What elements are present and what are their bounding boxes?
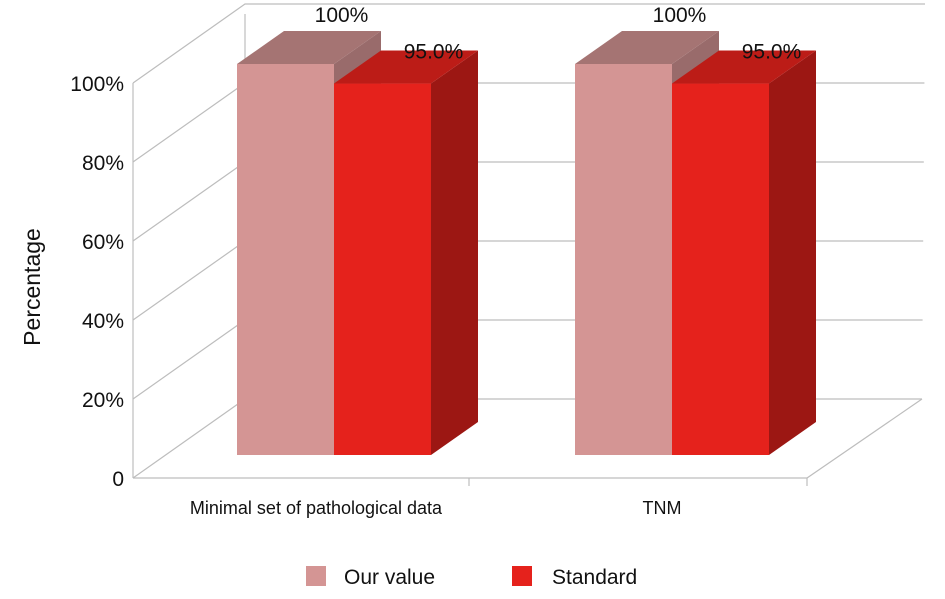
category-label: TNM bbox=[643, 498, 682, 518]
data-label: 100% bbox=[315, 4, 369, 27]
bar-standard bbox=[672, 50, 816, 456]
bar-side bbox=[769, 50, 816, 456]
bar-side bbox=[431, 50, 478, 456]
category-labels: Minimal set of pathological data TNM bbox=[190, 498, 682, 518]
y-tick-label: 60% bbox=[82, 231, 124, 254]
y-axis-title: Percentage bbox=[19, 228, 45, 346]
data-labels-layer: 100% 95.0% 100% 95.0% bbox=[315, 4, 802, 64]
bar-top bbox=[237, 31, 381, 64]
y-axis-ticks: 0 20% 40% 60% 80% 100% bbox=[70, 73, 124, 491]
bar-front bbox=[334, 83, 431, 456]
bar-front bbox=[575, 64, 672, 455]
data-label: 95.0% bbox=[742, 41, 802, 64]
y-tick-label: 40% bbox=[82, 310, 124, 333]
data-label: 95.0% bbox=[404, 41, 464, 64]
legend-label-our-value: Our value bbox=[344, 566, 435, 589]
bar-top bbox=[672, 50, 816, 84]
bar-top bbox=[575, 31, 719, 64]
category-label: Minimal set of pathological data bbox=[190, 498, 443, 518]
y-tick-label: 100% bbox=[70, 73, 124, 96]
bars-layer bbox=[237, 31, 816, 456]
bar-standard bbox=[334, 50, 478, 456]
bar-top bbox=[334, 50, 478, 84]
bar-front bbox=[672, 83, 769, 456]
data-label: 100% bbox=[653, 4, 707, 27]
legend-label-standard: Standard bbox=[552, 566, 637, 589]
legend: Our value Standard bbox=[306, 566, 637, 589]
y-tick-label: 20% bbox=[82, 389, 124, 412]
legend-swatch-standard bbox=[512, 566, 532, 586]
bar-front bbox=[237, 64, 334, 455]
y-tick-label: 0 bbox=[112, 468, 124, 491]
legend-swatch-our-value bbox=[306, 566, 326, 586]
gridline bbox=[132, 3, 925, 84]
y-tick-label: 80% bbox=[82, 152, 124, 175]
